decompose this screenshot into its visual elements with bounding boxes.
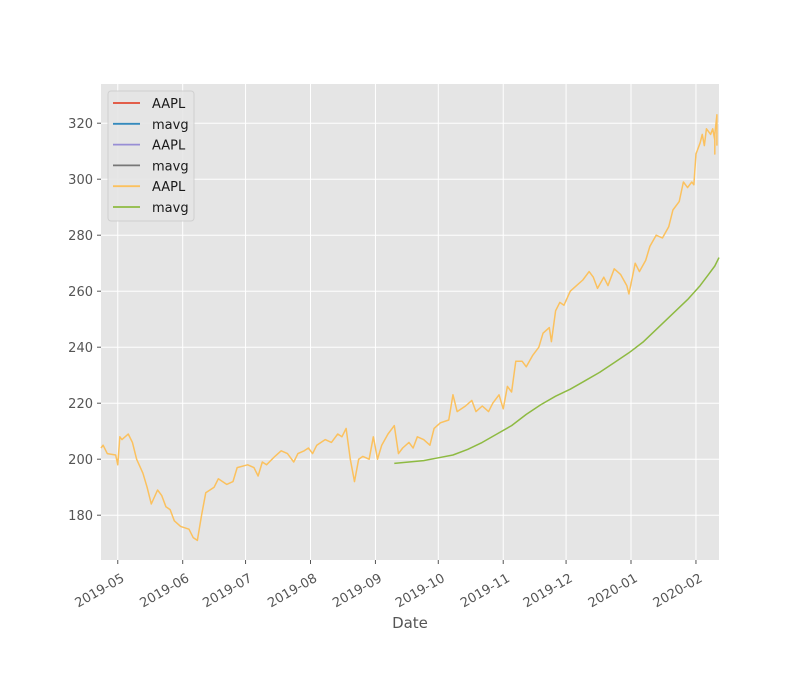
legend-label: AAPL (152, 139, 186, 154)
x-tick-label: 2019-11 (458, 571, 513, 611)
x-tick-label: 2019-08 (265, 571, 320, 611)
y-tick-label: 280 (68, 229, 93, 244)
series-layer (100, 114, 720, 542)
y-tick-label: 260 (68, 285, 93, 300)
x-tick-label: 2019-07 (200, 571, 255, 611)
y-axis: 180 200 220 240 260 280 300 320 (68, 117, 101, 524)
legend-label: AAPL (152, 180, 186, 195)
y-tick-label: 240 (68, 341, 93, 356)
x-tick-label: 2019-10 (393, 571, 448, 611)
x-tick-label: 2019-05 (73, 571, 128, 611)
x-tick-label: 2020-01 (586, 571, 641, 611)
y-tick-label: 320 (68, 117, 93, 132)
legend-label: mavg (152, 159, 189, 174)
series-line-mavg-6 (394, 257, 720, 465)
x-axis: 2019-05 2019-06 2019-07 2019-08 2019-09 2019-… (73, 560, 706, 611)
x-axis-title: Date (392, 614, 428, 632)
plot-area (101, 84, 719, 560)
legend-label: mavg (152, 118, 189, 133)
y-tick-label: 200 (68, 453, 93, 468)
x-tick-label: 2019-12 (521, 571, 576, 611)
series-line-aapl-5 (100, 114, 718, 542)
legend: AAPL mavg AAPL mavg AAPL mavg (107, 90, 195, 222)
y-tick-label: 220 (68, 397, 93, 412)
x-tick-label: 2019-09 (330, 571, 385, 611)
x-tick-label: 2020-02 (651, 571, 706, 611)
y-tick-label: 180 (68, 509, 93, 524)
legend-label: mavg (152, 201, 189, 216)
x-tick-label: 2019-06 (138, 571, 193, 611)
legend-label: AAPL (152, 97, 186, 112)
y-tick-label: 300 (68, 173, 93, 188)
